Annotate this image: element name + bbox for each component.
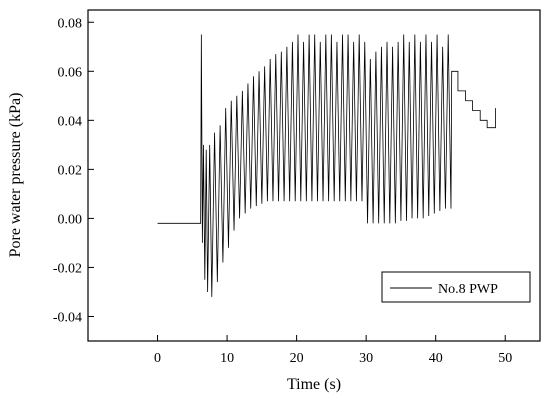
legend-box [381, 271, 531, 303]
y-tick-label: 0.08 [58, 16, 83, 31]
y-tick-label: 0.02 [58, 163, 83, 178]
x-axis-title: Time (s) [287, 376, 341, 393]
y-axis-title: Pore water pressure (kPa) [7, 93, 24, 258]
x-tick-label: 30 [359, 351, 373, 366]
y-tick-label: 0.00 [58, 212, 83, 227]
x-tick-label: 10 [220, 351, 234, 366]
plot-frame [87, 9, 541, 342]
y-tick-label: -0.04 [53, 310, 82, 325]
y-tick-label: 0.06 [58, 65, 83, 80]
series-line-no8-pwp [157, 34, 496, 297]
x-tick-label: 40 [429, 351, 443, 366]
y-tick-label: -0.02 [53, 261, 82, 276]
x-tick-label: 50 [498, 351, 512, 366]
y-axis-ticks: -0.04 -0.02 0.00 0.02 0.04 0.06 0.08 [53, 16, 94, 325]
series-layer [157, 34, 496, 297]
x-tick-label: 0 [154, 351, 161, 366]
y-tick-label: 0.04 [58, 114, 83, 129]
x-axis-ticks: 0 10 20 30 40 50 [154, 335, 512, 366]
legend-label: No.8 PWP [438, 282, 498, 297]
x-tick-label: 20 [290, 351, 304, 366]
legend: No.8 PWP [381, 271, 531, 303]
